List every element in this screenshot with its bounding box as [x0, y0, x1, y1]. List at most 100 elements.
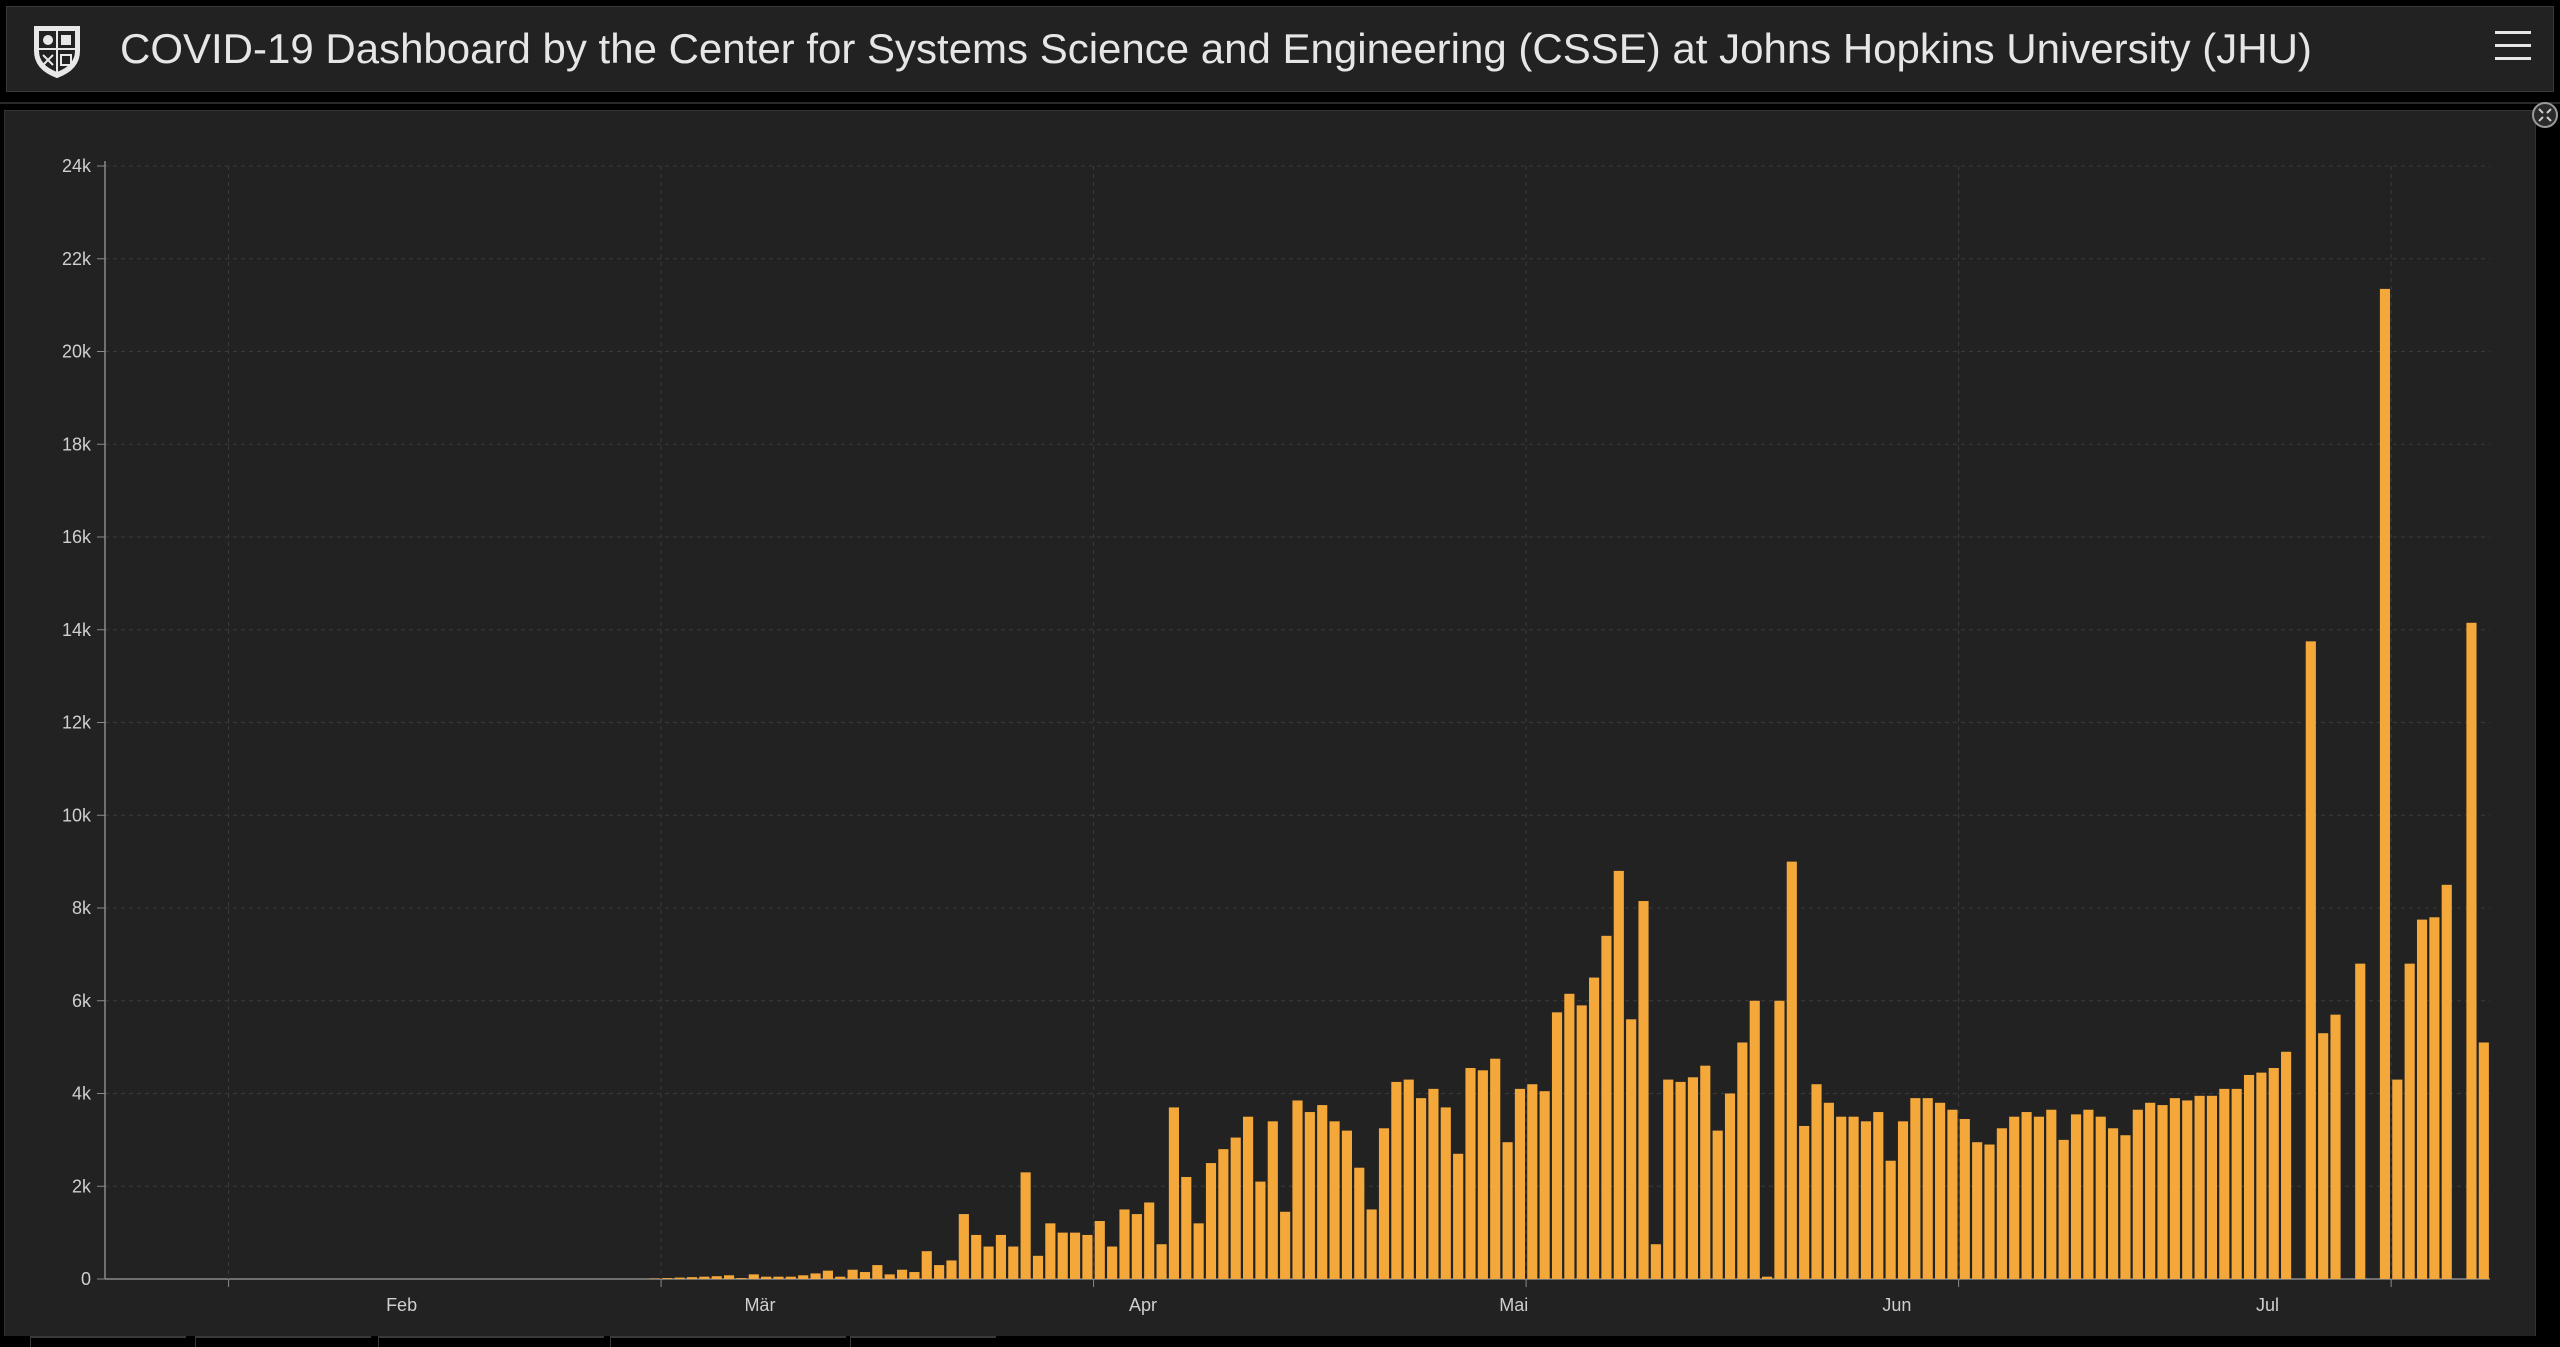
bar — [1737, 1042, 1747, 1279]
bar — [835, 1277, 845, 1279]
y-tick-label: 14k — [62, 620, 92, 640]
bar — [2108, 1128, 2118, 1279]
bar — [2232, 1089, 2242, 1279]
collapse-icon[interactable] — [2530, 100, 2560, 130]
bar — [1626, 1019, 1636, 1279]
bar — [1218, 1149, 1228, 1279]
bar — [1095, 1221, 1105, 1279]
bottom-tab[interactable] — [30, 1336, 186, 1347]
bar — [798, 1275, 808, 1279]
bar — [1453, 1154, 1463, 1279]
bar — [749, 1274, 759, 1279]
bar — [909, 1272, 919, 1279]
bar — [1354, 1168, 1364, 1279]
bar — [1231, 1138, 1241, 1279]
bar — [1849, 1117, 1859, 1279]
bar — [1292, 1100, 1302, 1279]
header-bar: COVID-19 Dashboard by the Center for Sys… — [0, 0, 2560, 104]
bar — [1713, 1131, 1723, 1279]
bar — [2417, 920, 2427, 1279]
bar — [2046, 1110, 2056, 1279]
bar — [1886, 1161, 1896, 1279]
bar — [1824, 1103, 1834, 1279]
bar — [1552, 1012, 1562, 1279]
bar — [2120, 1135, 2130, 1279]
bottom-tab[interactable] — [378, 1336, 604, 1347]
bar — [2219, 1089, 2229, 1279]
bar — [1984, 1145, 1994, 1279]
bar — [1910, 1098, 1920, 1279]
bar — [1367, 1209, 1377, 1279]
bar — [1416, 1098, 1426, 1279]
bar — [860, 1272, 870, 1279]
bar — [2256, 1073, 2266, 1279]
y-tick-label: 24k — [62, 156, 92, 176]
x-tick-label: Jun — [1882, 1295, 1911, 1315]
bar — [2318, 1033, 2328, 1279]
bar — [1490, 1059, 1500, 1279]
bar — [1330, 1121, 1340, 1279]
bottom-tab[interactable] — [195, 1336, 371, 1347]
bottom-tab-strip — [0, 1336, 2560, 1345]
bar — [1540, 1091, 1550, 1279]
y-tick-label: 20k — [62, 342, 92, 362]
bar — [2429, 917, 2439, 1279]
bar — [1379, 1128, 1389, 1279]
bar — [2405, 964, 2415, 1279]
bar — [2034, 1117, 2044, 1279]
bar — [1305, 1112, 1315, 1279]
bar — [2380, 289, 2390, 1279]
x-tick-label: Apr — [1129, 1295, 1157, 1315]
bar — [1638, 901, 1648, 1279]
bar — [885, 1274, 895, 1279]
y-tick-label: 10k — [62, 805, 92, 825]
bar — [1058, 1233, 1068, 1279]
bar — [959, 1214, 969, 1279]
bar — [1268, 1121, 1278, 1279]
bar — [1317, 1105, 1327, 1279]
bar — [724, 1275, 734, 1279]
bar — [2059, 1140, 2069, 1279]
bar — [1861, 1121, 1871, 1279]
x-tick-label: Jul — [2256, 1295, 2279, 1315]
bar — [1923, 1098, 1933, 1279]
bottom-tab[interactable] — [850, 1336, 996, 1347]
bar — [1181, 1177, 1191, 1279]
bottom-tab[interactable] — [610, 1336, 846, 1347]
bar — [773, 1277, 783, 1279]
y-tick-label: 16k — [62, 527, 92, 547]
y-tick-label: 2k — [72, 1176, 92, 1196]
bar — [1503, 1142, 1513, 1279]
bar — [1960, 1119, 1970, 1279]
bar — [971, 1235, 981, 1279]
hamburger-menu-icon[interactable] — [2495, 31, 2531, 67]
bar — [1589, 978, 1599, 1279]
bar — [2071, 1114, 2081, 1279]
bar — [1033, 1256, 1043, 1279]
bar — [1663, 1080, 1673, 1279]
bar — [712, 1276, 722, 1279]
bar — [2269, 1068, 2279, 1279]
y-tick-label: 0 — [81, 1269, 91, 1289]
bar — [1898, 1121, 1908, 1279]
bar — [2170, 1098, 2180, 1279]
bar — [996, 1235, 1006, 1279]
jhu-shield-icon[interactable] — [29, 21, 85, 79]
bar — [2306, 641, 2316, 1279]
page-title: COVID-19 Dashboard by the Center for Sys… — [120, 24, 2312, 74]
bar — [2392, 1080, 2402, 1279]
bar — [1206, 1163, 1216, 1279]
bar — [823, 1271, 833, 1279]
bar — [1527, 1084, 1537, 1279]
bar — [2330, 1015, 2340, 1279]
bar — [2096, 1117, 2106, 1279]
bar — [1577, 1005, 1587, 1279]
bar — [1144, 1202, 1154, 1279]
x-tick-label: Mär — [744, 1295, 775, 1315]
bar — [897, 1270, 907, 1279]
bar — [1762, 1277, 1772, 1279]
y-tick-label: 6k — [72, 991, 92, 1011]
bar — [1700, 1066, 1710, 1279]
bar — [1564, 994, 1574, 1279]
